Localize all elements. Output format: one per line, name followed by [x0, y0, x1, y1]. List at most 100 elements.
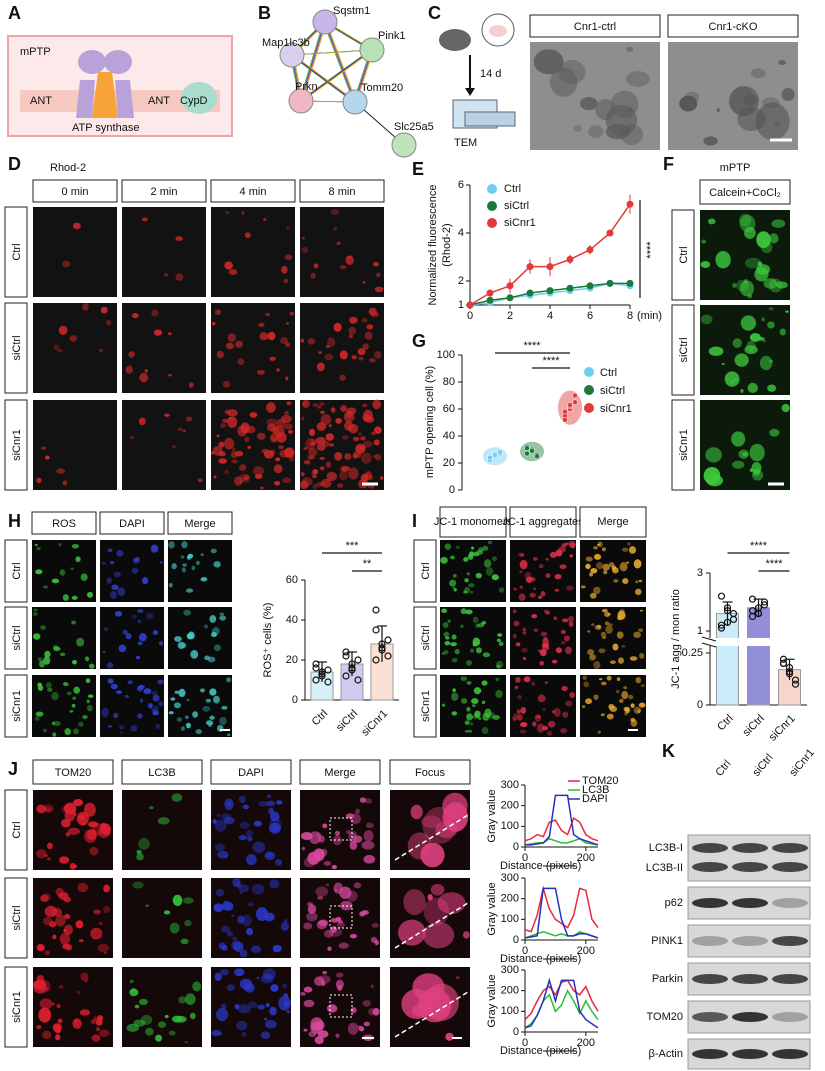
cell [564, 646, 572, 655]
y-tick-label: 100 [437, 349, 455, 361]
cell [532, 587, 537, 591]
profile-line [394, 814, 469, 861]
y-tick-label: 1 [458, 299, 464, 311]
cell [228, 269, 238, 276]
cell [568, 621, 574, 627]
x-tick-label: Ctrl [310, 708, 331, 729]
cell [622, 578, 629, 584]
cell [351, 355, 357, 360]
y-tick-label: 40 [286, 614, 298, 626]
cell [303, 447, 308, 450]
cell [195, 729, 202, 735]
cell [258, 322, 265, 327]
band [692, 898, 728, 908]
cell [512, 609, 517, 614]
cell [362, 999, 371, 1007]
data-point [791, 680, 800, 688]
cell [585, 556, 593, 562]
cell [274, 858, 282, 866]
cell [362, 280, 366, 284]
cell [477, 623, 485, 628]
cell [137, 619, 142, 623]
row-label: siCnr1 [678, 429, 690, 461]
x-tick-label: siCtrl [334, 708, 360, 734]
cell [363, 830, 374, 842]
header-box [121, 179, 207, 203]
cell [231, 914, 235, 917]
cell [323, 929, 334, 938]
cell [213, 903, 224, 913]
cell [331, 864, 337, 870]
cell [131, 988, 136, 993]
cell [472, 637, 481, 647]
cell [107, 548, 113, 552]
cell [524, 571, 532, 580]
cell [152, 710, 160, 716]
cell [452, 688, 456, 693]
cell [224, 798, 234, 810]
cell [352, 453, 358, 459]
cell [316, 422, 327, 431]
cell [270, 984, 279, 992]
cell [442, 622, 449, 629]
cell [733, 378, 738, 381]
cell [181, 567, 186, 573]
cell [85, 678, 91, 684]
cell [478, 689, 482, 693]
cell [37, 657, 43, 662]
header-box [529, 14, 661, 38]
cell [617, 610, 626, 620]
cell [51, 578, 60, 584]
network-node [312, 9, 338, 35]
cell [551, 659, 558, 664]
cell [520, 721, 528, 728]
cell [132, 881, 144, 889]
cell [241, 1031, 247, 1037]
cell [315, 886, 329, 897]
cell [106, 577, 112, 584]
cell [769, 428, 780, 437]
cell [321, 478, 332, 488]
cell [266, 402, 276, 413]
cell [469, 722, 474, 726]
cell [239, 978, 253, 990]
cell [464, 720, 470, 726]
cell [724, 371, 740, 387]
data-point [606, 229, 614, 237]
column-header: JC-1 aggregates [502, 516, 584, 528]
cell [51, 691, 59, 701]
cell [52, 732, 57, 737]
cell [136, 849, 142, 855]
cell [522, 631, 527, 635]
cell [211, 632, 217, 638]
band [732, 843, 768, 853]
header-box [167, 511, 233, 535]
cell [278, 445, 284, 449]
cell [350, 1007, 357, 1014]
network-edge [323, 21, 354, 103]
cell [63, 924, 73, 936]
legend-swatch [584, 403, 594, 413]
cell [302, 399, 310, 408]
cell [231, 940, 242, 951]
cell [762, 339, 767, 343]
band-label: p62 [665, 897, 683, 909]
cell [82, 714, 88, 720]
cell [349, 840, 358, 850]
significance: ** [363, 558, 372, 570]
header-box [31, 511, 97, 535]
series-line [524, 977, 599, 1029]
cell [776, 281, 788, 289]
cell [100, 306, 108, 314]
panel-label: H [8, 511, 21, 531]
cell [168, 583, 173, 588]
column-header: Merge [324, 767, 355, 779]
cell [238, 795, 247, 804]
cell [209, 715, 215, 720]
cell [125, 365, 133, 374]
row-label: siCtrl [11, 905, 23, 930]
cell [517, 694, 522, 700]
cell [214, 819, 227, 832]
y-tick-label: 6 [458, 179, 464, 191]
network-edge [299, 21, 324, 102]
